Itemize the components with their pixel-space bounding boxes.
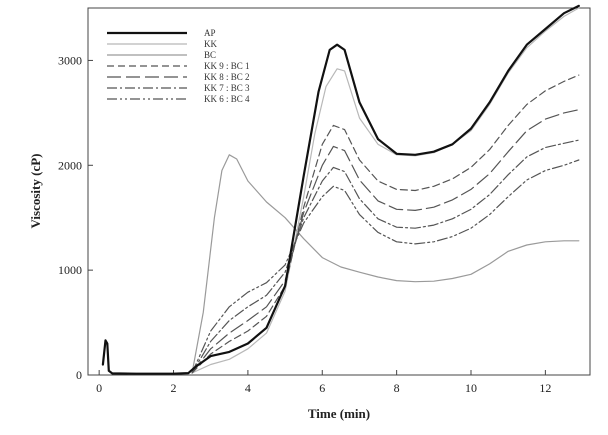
series-line-kk [191,7,580,374]
series-line-kk-9-bc-1 [191,74,580,374]
x-tick-label: 12 [539,381,551,395]
x-tick-label: 6 [319,381,325,395]
x-tick-label: 8 [394,381,400,395]
series-line-bc [191,154,580,374]
series-line-kk-6-bc-4 [191,159,580,374]
y-axis-title: Viscosity (cP) [28,154,43,229]
legend-label: KK 7 : BC 3 [204,83,250,93]
series-line-ap [101,4,580,375]
y-tick-label: 1000 [58,263,82,277]
plot-area-frame [87,7,591,376]
legend-label: AP [204,28,216,38]
legend-label: KK [204,39,217,49]
x-axis: 0 2 4 6 8 10 12 [96,370,551,395]
legend-label: KK 6 : BC 4 [204,94,250,104]
x-axis-title: Time (min) [308,406,370,421]
series-layer [101,4,580,375]
series-line-kk-8-bc-2 [191,109,580,374]
x-tick-label: 10 [465,381,477,395]
legend-label: BC [204,50,216,60]
legend-label: KK 8 : BC 2 [204,72,250,82]
x-tick-label: 0 [96,381,102,395]
y-axis: 0 1000 2000 3000 [58,53,93,382]
legend-label: KK 9 : BC 1 [204,61,250,71]
x-tick-label: 2 [171,381,177,395]
series-line-kk-7-bc-3 [191,139,580,374]
x-tick-label: 4 [245,381,251,395]
y-tick-label: 2000 [58,158,82,172]
y-tick-label: 3000 [58,53,82,67]
y-tick-label: 0 [76,368,82,382]
